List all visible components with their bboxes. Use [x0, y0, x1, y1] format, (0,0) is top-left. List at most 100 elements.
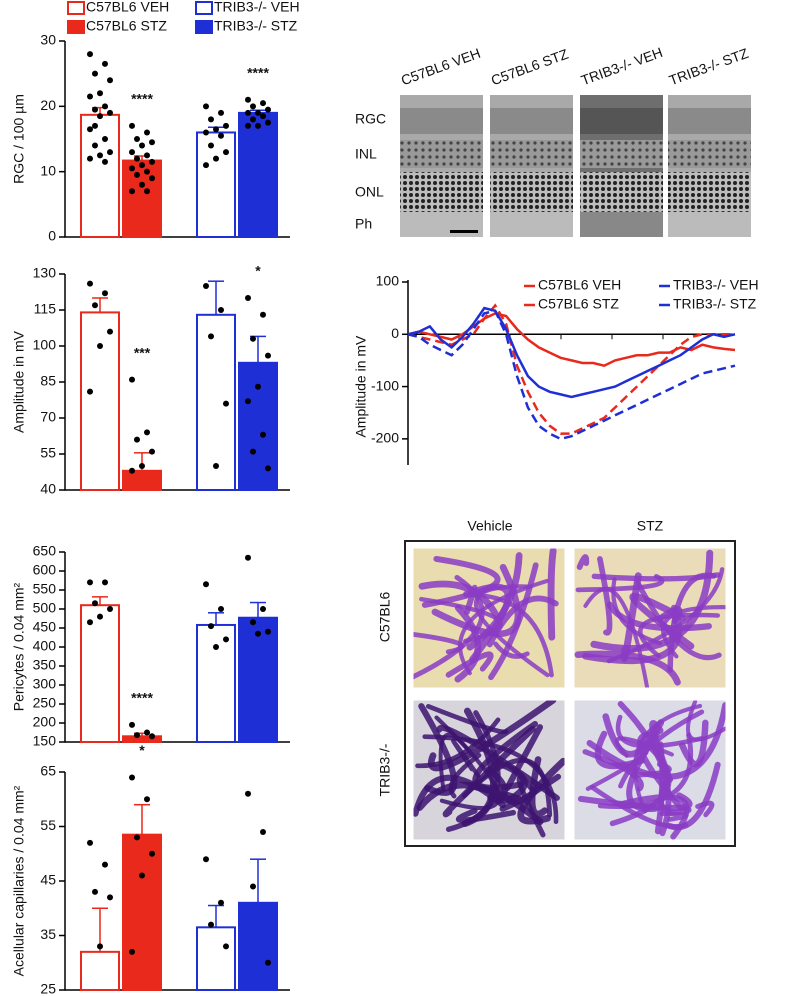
data-point	[208, 116, 214, 123]
data-point	[87, 51, 93, 58]
layer-onl	[580, 172, 663, 212]
data-point	[149, 139, 155, 146]
data-point	[87, 388, 93, 395]
legend-label: C57BL6 STZ	[538, 296, 619, 312]
data-point	[260, 100, 266, 107]
y-tick-label: 65	[40, 763, 56, 779]
y-tick-label: 45	[40, 872, 56, 888]
vessel	[597, 556, 613, 636]
data-point	[129, 188, 135, 195]
layer-rgc	[400, 108, 483, 134]
data-point	[102, 60, 108, 67]
significance: *	[255, 263, 261, 279]
vessel	[547, 547, 557, 641]
data-point	[97, 343, 103, 349]
data-point	[139, 142, 145, 149]
data-point	[97, 152, 103, 159]
data-point	[134, 834, 140, 841]
y-tick-label: 550	[33, 581, 57, 597]
vessel	[649, 720, 674, 783]
layer-inl	[580, 140, 663, 168]
data-point	[129, 467, 135, 474]
layer-onl	[400, 172, 483, 212]
legend-label: C57BL6 VEH	[538, 277, 621, 293]
y-tick-label: 30	[40, 32, 56, 48]
vessel	[412, 774, 506, 817]
data-point	[144, 429, 150, 436]
data-point	[245, 398, 251, 405]
data-point	[107, 606, 113, 612]
legend-label: TRIB3-/- VEH	[214, 0, 300, 15]
gutter	[405, 541, 735, 846]
y-tick-label: 40	[40, 481, 56, 497]
y-tick-label: 200	[33, 714, 57, 730]
vessel	[421, 555, 501, 608]
data-point	[218, 109, 224, 116]
data-point	[139, 162, 145, 169]
vessel-image	[573, 699, 729, 841]
data-point	[87, 93, 93, 100]
data-point	[245, 790, 251, 797]
data-point	[149, 733, 155, 740]
data-point	[97, 943, 103, 950]
vessel	[591, 572, 721, 582]
data-point	[102, 290, 108, 297]
y-tick-label: 650	[33, 543, 57, 559]
data-point	[134, 155, 140, 162]
data-point	[255, 109, 261, 116]
layer-rgc	[580, 108, 663, 134]
bar	[238, 111, 278, 238]
data-point	[129, 948, 135, 955]
y-tick-label: 55	[40, 817, 56, 833]
layer-onl	[668, 172, 751, 212]
data-point	[97, 113, 103, 120]
y-tick-label: 55	[40, 445, 56, 461]
significance: ****	[247, 65, 269, 81]
data-point	[203, 283, 209, 289]
data-point	[107, 149, 113, 156]
column-label: C57BL6 STZ	[489, 45, 571, 88]
bar	[238, 901, 278, 991]
data-point	[144, 188, 150, 195]
vessel	[455, 808, 517, 824]
data-point	[139, 872, 145, 879]
bar	[122, 469, 162, 491]
y-tick-label: 0	[48, 228, 56, 244]
y-tick-label: 500	[33, 600, 57, 616]
data-point	[102, 103, 108, 110]
bar	[238, 361, 278, 491]
bar	[80, 950, 120, 991]
data-point	[144, 168, 150, 175]
legend-label: TRIB3-/- VEH	[673, 277, 759, 293]
data-point	[107, 77, 113, 84]
layer-label: RGC	[355, 111, 386, 127]
data-point	[92, 600, 98, 607]
bar	[238, 616, 278, 743]
vessel	[499, 773, 562, 812]
layer-onl	[490, 172, 573, 212]
bar	[196, 623, 236, 744]
y-tick-label: 115	[34, 301, 57, 317]
data-point	[255, 630, 261, 637]
trace	[407, 309, 736, 441]
data-point	[92, 106, 98, 113]
bar	[80, 604, 120, 744]
y-tick-label: 35	[40, 926, 56, 942]
y-tick-label: 70	[40, 409, 56, 425]
trace	[407, 303, 735, 435]
vessel	[438, 732, 469, 792]
layer-rgc	[490, 108, 573, 134]
legend-swatch	[195, 1, 213, 15]
trace	[407, 306, 736, 399]
y-tick-label: 350	[33, 657, 57, 673]
vessel	[582, 749, 644, 792]
vessel	[594, 730, 646, 770]
data-point	[129, 149, 135, 156]
y-tick-label: 0	[391, 325, 399, 341]
data-point	[87, 579, 93, 586]
y-axis-label: Pericytes / 0.04 mm²	[11, 582, 27, 711]
column-label: C57BL6 VEH	[399, 45, 483, 89]
y-tick-label: 600	[33, 562, 57, 578]
vessel	[576, 554, 590, 570]
significance: ***	[134, 344, 151, 360]
